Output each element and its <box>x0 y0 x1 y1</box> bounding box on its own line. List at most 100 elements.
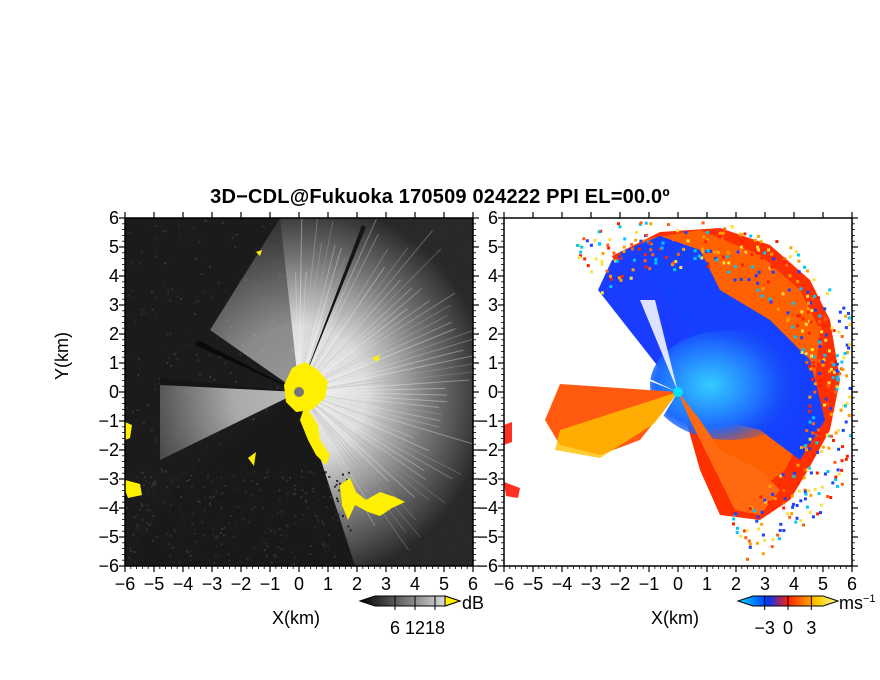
noise-speck <box>132 516 135 519</box>
velocity-speck <box>809 493 813 497</box>
noise-speck <box>234 524 237 526</box>
y-tick-label: 2 <box>488 324 498 344</box>
x-tick-label: −4 <box>552 574 573 594</box>
velocity-speck <box>802 476 806 480</box>
velocity-speck <box>772 255 776 259</box>
noise-speck <box>178 542 181 545</box>
noise-speck <box>251 480 254 483</box>
velocity-speck <box>836 484 840 488</box>
velocity-speck <box>808 395 812 399</box>
velocity-speck <box>781 292 785 296</box>
velocity-speck <box>818 438 822 442</box>
radial-streak <box>298 391 369 503</box>
velocity-speck <box>845 454 849 458</box>
noise-speck <box>300 476 303 479</box>
velocity-speck <box>654 261 658 265</box>
velocity-speck <box>788 515 792 519</box>
velocity-speck <box>794 520 798 524</box>
noise-speck <box>216 531 219 534</box>
velocity-speck <box>819 341 823 345</box>
noise-speck <box>348 471 351 474</box>
velocity-speck <box>825 433 829 437</box>
noise-speck <box>140 250 143 253</box>
radial-streak <box>298 391 410 551</box>
noise-speck <box>199 373 202 376</box>
noise-speck <box>216 515 219 518</box>
velocity-speck <box>807 350 810 354</box>
noise-speck <box>216 545 219 548</box>
velocity-speck <box>600 291 604 295</box>
velocity-beam-gap <box>620 392 678 470</box>
noise-speck <box>144 476 147 479</box>
noise-speck <box>255 553 258 556</box>
noise-speck <box>203 512 206 515</box>
velocity-speck <box>777 279 781 283</box>
noise-speck <box>233 549 236 552</box>
velocity-speck <box>793 335 797 339</box>
velocity-speck <box>783 497 787 501</box>
noise-speck <box>215 527 218 530</box>
velocity-speck <box>718 262 721 266</box>
noise-speck <box>180 496 183 498</box>
velocity-speck <box>847 346 851 350</box>
velocity-speck <box>714 256 718 260</box>
noise-speck <box>232 532 234 535</box>
velocity-speck <box>844 314 848 318</box>
velocity-speck <box>823 307 827 311</box>
velocity-speck <box>810 309 814 313</box>
radial-streak <box>298 329 473 393</box>
velocity-speck <box>609 285 613 289</box>
velocity-speck <box>785 512 789 516</box>
noise-speck <box>188 344 191 347</box>
velocity-speck <box>836 468 840 472</box>
noise-speck <box>202 534 205 537</box>
noise-speck <box>217 281 220 284</box>
noise-speck <box>136 408 139 411</box>
velocity-speck <box>819 378 823 382</box>
velocity-speck <box>756 234 760 238</box>
noise-speck <box>141 471 144 474</box>
noise-speck <box>169 534 172 537</box>
velocity-speck <box>831 376 835 380</box>
x-tick-label: −6 <box>494 574 515 594</box>
noise-speck <box>322 541 325 544</box>
noise-speck <box>231 367 234 370</box>
noise-speck <box>228 535 231 538</box>
noise-speck <box>130 532 133 535</box>
noise-speck <box>196 237 199 240</box>
velocity-speck <box>810 348 814 352</box>
velocity-speck <box>763 251 767 255</box>
velocity-speck <box>673 268 677 272</box>
noise-speck <box>261 547 264 550</box>
velocity-speck <box>829 367 833 371</box>
velocity-speck <box>808 420 812 424</box>
y-tick-label: 2 <box>109 324 119 344</box>
y-tick-label: 1 <box>488 353 498 373</box>
y-tick-label: 1 <box>109 353 119 373</box>
noise-speck <box>193 508 196 511</box>
velocity-speck <box>806 445 810 449</box>
noise-speck <box>342 473 344 476</box>
noise-speck <box>300 518 303 521</box>
reflectivity-colorbar-ticks: 6 12 18 <box>390 596 445 638</box>
velocity-speck <box>791 502 795 506</box>
velocity-edge-echo <box>504 482 520 498</box>
velocity-speck <box>799 499 803 503</box>
noise-speck <box>263 478 266 481</box>
velocity-speck <box>786 307 790 311</box>
noise-speck <box>169 332 172 335</box>
noise-speck <box>176 477 179 480</box>
noise-speck <box>235 376 237 379</box>
velocity-speck <box>829 496 833 499</box>
noise-speck <box>139 262 142 265</box>
velocity-speck <box>737 248 741 252</box>
noise-speck <box>141 537 144 540</box>
velocity-speck <box>807 331 811 335</box>
velocity-speck <box>808 409 811 413</box>
noise-speck <box>135 475 138 478</box>
velocity-speck <box>718 231 722 235</box>
x-tick-label: 2 <box>352 574 362 594</box>
noise-speck <box>139 528 142 531</box>
velocity-speck <box>721 231 725 235</box>
